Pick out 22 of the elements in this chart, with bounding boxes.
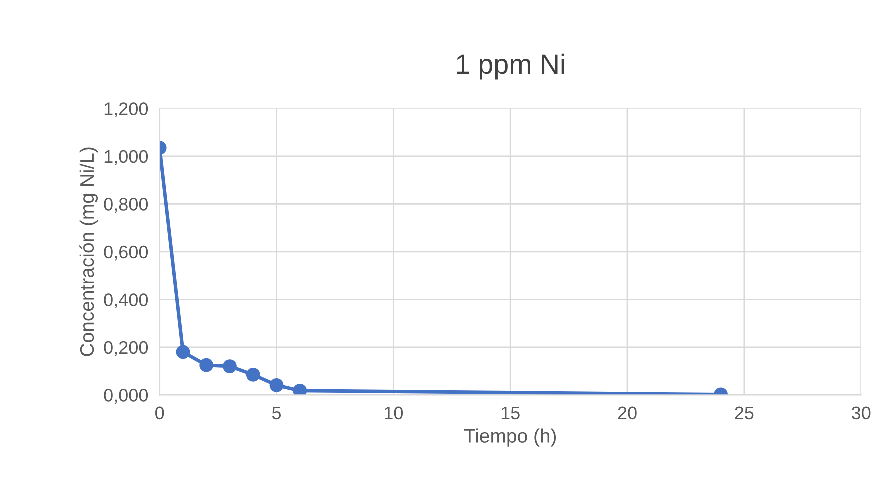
x-tick-label: 25: [735, 406, 754, 420]
y-tick-label: 1,200: [104, 102, 148, 118]
x-axis-title: Tiempo (h): [464, 428, 556, 447]
y-tick-label: 0,800: [104, 198, 148, 214]
x-tick-label: 5: [272, 406, 282, 420]
y-axis-title: Concentración (mg Ni/L): [80, 148, 98, 356]
x-tick-label: 10: [385, 406, 404, 420]
point: [200, 358, 214, 372]
point: [176, 345, 190, 360]
point: [223, 360, 237, 374]
x-tick-label: 20: [618, 406, 637, 420]
y-tick-label: 0,400: [104, 294, 148, 309]
point: [270, 378, 284, 392]
point: [246, 368, 260, 382]
y-tick-label: 0,000: [104, 389, 148, 404]
y-tick-label: 0,200: [104, 341, 148, 356]
y-tick-label: 0,600: [104, 246, 148, 261]
x-tick-label: 0: [156, 406, 164, 420]
x-tick-label: 15: [502, 406, 520, 420]
x-tick-label: 30: [852, 406, 871, 420]
y-tick-label: 1,000: [104, 150, 148, 166]
chart-title: 1 ppm Ni: [457, 54, 564, 80]
